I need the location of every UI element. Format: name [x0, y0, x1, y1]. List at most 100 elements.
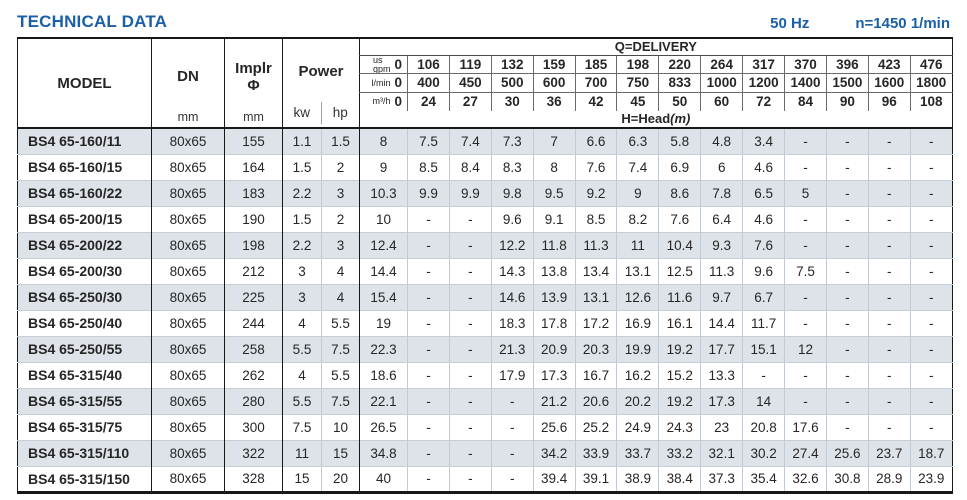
dn-cell: 80x65: [151, 231, 225, 258]
kw-cell: 11: [282, 439, 322, 466]
model-cell: BS4 65-315/150: [17, 465, 152, 492]
head-value-cell: 15.2: [658, 361, 701, 388]
head-value-cell: 19.2: [658, 335, 701, 362]
table-row: BS4 65-315/150 80x65 328 15 20 40- - -39.4 39.1 3…: [17, 465, 953, 492]
model-header: MODEL: [57, 74, 112, 92]
flow-value-cell: 500: [490, 73, 534, 93]
table-row: BS4 65-250/55 80x65 258 5.5 7.5 22.3- -21.3 20.…: [17, 335, 953, 362]
head-value-cell: -: [407, 361, 450, 388]
flow-value-cell: 90: [825, 92, 869, 111]
table-row: BS4 65-250/40 80x65 244 4 5.5 19- -18.3 17.8 17.…: [17, 309, 953, 336]
head-value-cell: -: [909, 231, 953, 258]
head-value-cell: -: [867, 205, 911, 232]
impeller-cell: 244: [224, 309, 283, 336]
head-value-cell: 11.8: [532, 231, 576, 258]
head-value-cell: -: [867, 413, 911, 440]
head-value-cell: 13.3: [700, 361, 743, 388]
head-value-cell: 39.1: [574, 465, 617, 492]
model-cell: BS4 65-200/15: [17, 205, 152, 232]
dn-header: DN mm: [151, 38, 225, 128]
flow-value-cell: 106: [407, 55, 450, 75]
flow-value-cell: 1500: [825, 73, 869, 93]
flow-unit-label: us gpm: [372, 55, 391, 74]
dn-cell: 80x65: [151, 153, 225, 180]
flow-zero-value: 0: [394, 57, 403, 73]
head-value-cell: 14.3: [490, 257, 534, 284]
head-value-cell: 9.9: [407, 179, 450, 206]
head-value-cell: 19: [359, 309, 408, 336]
head-value-cell: 15.4: [359, 283, 408, 310]
head-value-cell: -: [784, 387, 827, 414]
table-header: MODEL DN mm Implr Φ mm: [18, 38, 953, 128]
head-value-cell: 5: [784, 179, 827, 206]
flow-value-cell: 1400: [784, 73, 827, 93]
head-value-cell: -: [407, 439, 450, 466]
head-value-cell: 16.1: [658, 309, 701, 336]
flow-value-cell: 1600: [867, 73, 911, 93]
head-value-cell: 26.5: [359, 413, 408, 440]
head-value-cell: 12.6: [616, 283, 659, 310]
head-value-cell: -: [742, 361, 785, 388]
head-value-cell: -: [448, 309, 492, 336]
head-value-cell: -: [867, 179, 911, 206]
table-row: BS4 65-200/22 80x65 198 2.2 3 12.4- -12.2 11.8 1…: [17, 231, 953, 258]
head-value-cell: -: [784, 153, 827, 180]
flow-unit-inner: m³/h 0: [361, 94, 403, 109]
head-value-cell: 18.7: [909, 439, 953, 466]
head-value-cell: 9: [616, 179, 659, 206]
head-value-cell: 13.1: [616, 257, 659, 284]
kw-cell: 1.1: [282, 127, 322, 154]
head-value-cell: 9.6: [490, 205, 534, 232]
speed-label: n=1450 1/min: [855, 15, 950, 32]
frequency-label: 50 Hz: [770, 15, 810, 32]
head-value-cell: 7.5: [784, 257, 827, 284]
impeller-symbol: Φ: [247, 76, 260, 94]
dn-cell: 80x65: [151, 127, 225, 154]
flow-value-cell: 833: [658, 73, 701, 93]
flow-value-cell: 84: [784, 92, 827, 111]
head-value-cell: 27.4: [784, 439, 827, 466]
kw-cell: 4: [282, 361, 322, 388]
head-value-cell: 39.4: [532, 465, 576, 492]
head-value-cell: 22.1: [359, 387, 408, 414]
impeller-cell: 258: [224, 335, 283, 362]
head-value-cell: 4.6: [742, 153, 785, 180]
flow-value-cell: 119: [448, 55, 492, 75]
head-value-cell: 17.9: [490, 361, 534, 388]
impeller-cell: 262: [224, 361, 283, 388]
head-value-cell: -: [909, 361, 953, 388]
kw-cell: 3: [282, 257, 322, 284]
hp-cell: 4: [320, 257, 360, 284]
head-value-cell: 25.6: [825, 439, 869, 466]
head-value-cell: 14.4: [700, 309, 743, 336]
flow-unit-inner: l/min 0: [361, 75, 402, 90]
flow-value-cell: 72: [742, 92, 785, 111]
head-value-cell: 22.3: [359, 335, 408, 362]
head-value-cell: 8: [359, 127, 408, 154]
flow-row-lmin: l/min 0 400 450 500 600 700 750 833 1000 1200 1400 1…: [18, 73, 953, 93]
head-value-cell: 24.9: [616, 413, 659, 440]
hp-cell: 3: [320, 231, 360, 258]
head-value-cell: -: [407, 309, 450, 336]
head-value-cell: 6.4: [700, 205, 743, 232]
dn-cell: 80x65: [151, 335, 225, 362]
head-value-cell: 33.2: [658, 439, 701, 466]
flow-value-cell: 1200: [742, 73, 785, 93]
head-value-cell: 9.7: [700, 283, 743, 310]
head-value-cell: 18.3: [490, 309, 534, 336]
kw-cell: 5.5: [282, 335, 322, 362]
flow-value-cell: 24: [407, 92, 450, 111]
flow-unit-label: l/min: [371, 77, 391, 88]
hp-cell: 5.5: [320, 361, 360, 388]
head-value-cell: -: [490, 387, 534, 414]
head-value-cell: -: [867, 127, 911, 154]
head-value-cell: -: [909, 257, 953, 284]
head-value-cell: -: [825, 179, 869, 206]
hp-cell: 2: [320, 205, 360, 232]
head-value-cell: 17.2: [574, 309, 617, 336]
head-value-cell: 8.5: [407, 153, 450, 180]
model-cell: BS4 65-315/55: [17, 387, 152, 414]
head-value-cell: -: [784, 309, 827, 336]
head-value-cell: 6.9: [658, 153, 701, 180]
impeller-unit-label: mm: [243, 110, 264, 124]
